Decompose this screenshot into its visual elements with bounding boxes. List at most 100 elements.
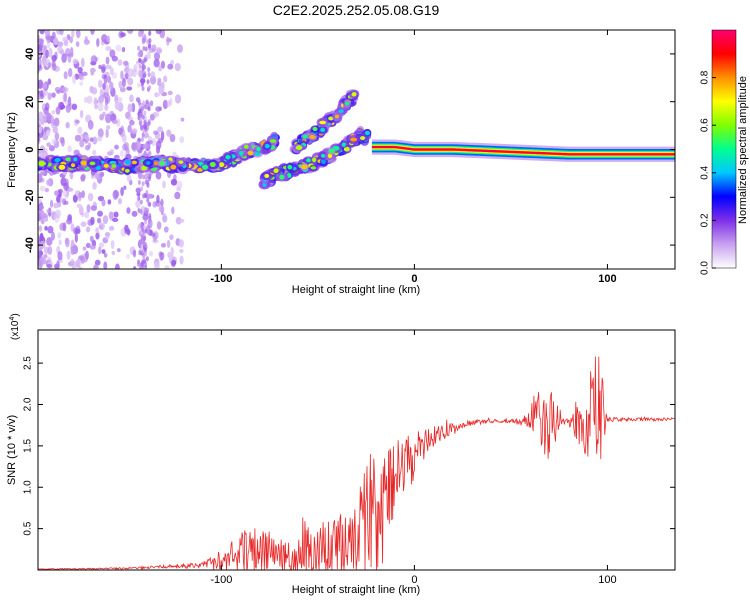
noise-speck (148, 215, 152, 221)
noise-speck (78, 266, 83, 269)
noise-speck (162, 99, 168, 110)
noise-speck (127, 103, 133, 113)
noise-speck (140, 223, 144, 229)
noise-speck (111, 250, 116, 256)
noise-speck (156, 48, 163, 54)
noise-speck (103, 74, 108, 85)
noise-speck (155, 30, 162, 35)
noise-speck (101, 249, 106, 254)
noise-speck (145, 99, 149, 105)
noise-speck (129, 119, 135, 126)
noise-speck (103, 261, 108, 269)
snr-background (38, 330, 675, 570)
noise-speck (146, 179, 150, 185)
noise-speck (99, 171, 105, 177)
noise-speck (54, 51, 58, 60)
noise-speck (38, 80, 42, 89)
noise-speck (67, 214, 73, 221)
noise-speck (144, 219, 148, 225)
noise-speck (65, 103, 71, 113)
noise-speck (78, 205, 84, 216)
noise-speck (123, 185, 127, 190)
noise-speck (101, 199, 106, 207)
noise-speck (139, 124, 144, 131)
track-core-main-band (247, 150, 254, 156)
noise-speck (42, 115, 47, 122)
noise-speck (163, 226, 169, 233)
noise-speck (152, 111, 157, 119)
noise-speck (57, 41, 64, 47)
track-core-lower-branch (279, 174, 285, 180)
noise-speck (141, 132, 145, 138)
noise-speck (174, 94, 182, 104)
noise-speck (147, 72, 151, 78)
track-core-lower-branch (301, 164, 308, 170)
noise-speck (131, 68, 137, 78)
noise-speck (93, 263, 98, 269)
y-tick-label: 1.0 (23, 480, 34, 494)
noise-speck (111, 217, 119, 222)
track-core-lower-branch (327, 153, 333, 159)
noise-speck (148, 85, 152, 91)
noise-speck (142, 174, 146, 180)
track-core-lower-branch (364, 130, 371, 136)
track-core-main-band (264, 143, 270, 149)
noise-speck (56, 89, 61, 94)
noise-speck (85, 226, 91, 233)
track-core-lower-branch (310, 166, 317, 170)
noise-speck (121, 46, 126, 53)
snr-y-multiplier: (x104) (9, 313, 21, 340)
track-core-lower-branch (321, 159, 326, 165)
colorbar-tick-label: 0.4 (700, 165, 711, 179)
noise-speck (39, 185, 46, 192)
track-core-main-band (269, 139, 277, 143)
noise-speck (41, 59, 48, 66)
noise-speck (57, 251, 63, 261)
track-core-main-band (73, 157, 78, 162)
noise-speck (84, 144, 90, 151)
noise-speck (74, 134, 81, 142)
track-core-lower-branch (321, 153, 326, 158)
track-core-main-band (244, 144, 249, 149)
noise-speck (148, 250, 154, 257)
y-tick-label: 20 (24, 96, 36, 108)
noise-speck (108, 225, 115, 231)
noise-speck (51, 110, 56, 115)
track-core-main-band (209, 162, 216, 168)
y-tick-label: 0 (24, 146, 36, 152)
noise-speck (80, 57, 85, 68)
track-core-upper-branch (351, 92, 357, 97)
noise-speck (127, 116, 134, 121)
noise-speck (126, 207, 131, 214)
noise-speck (54, 190, 60, 196)
noise-speck (75, 41, 80, 47)
figure-title: C2E2.2025.252.05.08.G19 (273, 2, 440, 18)
x-tick-label: 0 (411, 574, 417, 586)
noise-speck (162, 213, 167, 223)
snr-x-label: Height of straight line (km) (292, 584, 420, 596)
noise-speck (117, 198, 123, 205)
noise-speck (112, 189, 119, 200)
noise-speck (138, 58, 142, 64)
noise-speck (87, 192, 94, 202)
spectrogram-x-ticks: -100 0 100 (210, 30, 617, 285)
x-tick-label: -100 (210, 273, 232, 285)
noise-speck (84, 211, 90, 219)
noise-speck (44, 30, 51, 37)
track-core-lower-branch (264, 173, 270, 179)
noise-speck (119, 87, 126, 93)
colorbar-gradient (711, 29, 737, 269)
noise-speck (46, 40, 51, 49)
track-core-main-band (89, 161, 96, 166)
noise-speck (145, 256, 149, 262)
track-core-main-band (141, 165, 148, 171)
noise-speck (87, 119, 94, 130)
noise-speck (109, 49, 116, 58)
noise-speck (57, 45, 63, 54)
noise-speck (101, 66, 106, 74)
noise-speck (38, 126, 42, 134)
noise-speck (104, 104, 109, 111)
noise-speck (174, 63, 181, 72)
noise-speck (73, 227, 78, 235)
track-core-main-band (256, 146, 261, 152)
